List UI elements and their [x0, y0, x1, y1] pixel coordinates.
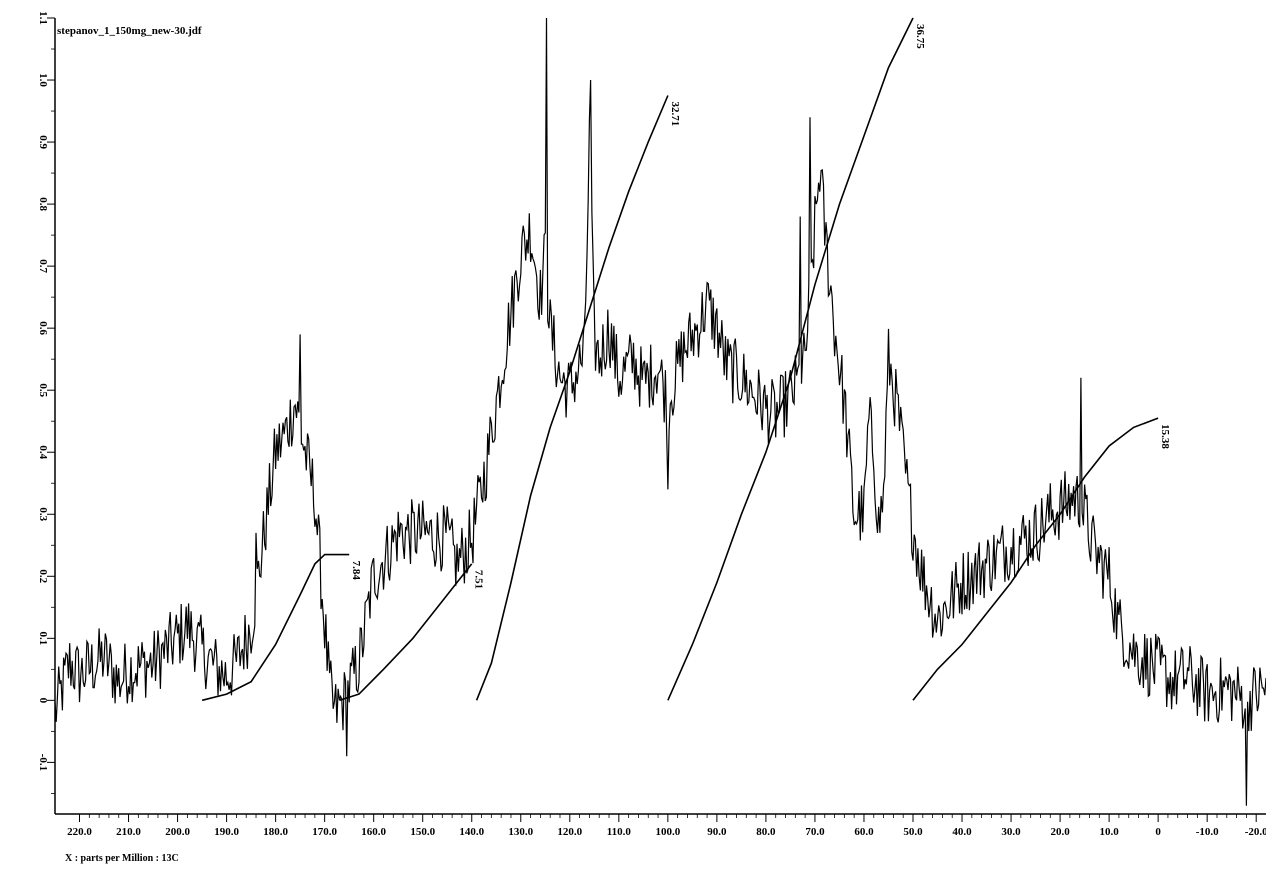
- x-tick-label: 150.0: [410, 826, 435, 838]
- x-axis-ticks: 220.0 210.0 200.0 190.0 180.0 170.0 160.0 150.0…: [67, 814, 1266, 838]
- y-tick-label: -0.1: [37, 754, 49, 771]
- y-axis-ticks: -0.1 0 0.1 0.2 0.3 0.4 0.5 0.6 0.7 0.8 0.9 1.0 1.1: [37, 11, 55, 794]
- y-tick-label: 0.2: [37, 569, 49, 583]
- y-tick-label: 1.0: [37, 73, 49, 87]
- integral-curve: [339, 563, 473, 702]
- x-tick-label: 180.0: [263, 826, 288, 838]
- x-tick-label: 20.0: [1050, 826, 1070, 838]
- integral-curve: [667, 17, 914, 701]
- x-tick-label: 110.0: [607, 826, 632, 838]
- x-tick-label: 160.0: [361, 826, 386, 838]
- x-tick-label: 130.0: [508, 826, 533, 838]
- y-tick-label: 0.6: [37, 321, 49, 335]
- x-tick-label: 210.0: [116, 826, 141, 838]
- integral-label: 7.51: [473, 570, 485, 589]
- integral-label: 7.84: [350, 561, 362, 581]
- x-tick-label: 60.0: [854, 826, 874, 838]
- x-tick-label: 0: [1155, 826, 1161, 838]
- x-tick-label: -10.0: [1196, 826, 1219, 838]
- x-tick-label: 100.0: [655, 826, 680, 838]
- integral-curve: [912, 417, 1159, 701]
- x-tick-label: 120.0: [557, 826, 582, 838]
- x-tick-label: 200.0: [165, 826, 190, 838]
- integral-label: 32.71: [669, 102, 681, 127]
- x-tick-label: -20.0: [1245, 826, 1266, 838]
- integral-curve: [475, 95, 669, 701]
- y-tick-label: 0.9: [37, 135, 49, 149]
- y-tick-label: 0.3: [37, 507, 49, 521]
- spectrum-line: [54, 17, 1266, 806]
- y-tick-label: 0.8: [37, 197, 49, 211]
- x-tick-label: 90.0: [707, 826, 727, 838]
- x-axis-label: X : parts per Million : 13C: [65, 853, 179, 864]
- x-tick-label: 140.0: [459, 826, 484, 838]
- y-tick-label: 1.1: [37, 11, 49, 25]
- chart-title: stepanov_1_150mg_new-30.jdf: [57, 25, 202, 37]
- integral-curves: 7.84 7.51 32.71 36.75 15.38: [201, 17, 1171, 702]
- y-tick-label: 0.4: [37, 445, 49, 459]
- x-tick-label: 80.0: [756, 826, 776, 838]
- x-tick-label: 40.0: [952, 826, 972, 838]
- x-tick-label: 70.0: [805, 826, 825, 838]
- x-tick-label: 10.0: [1099, 826, 1119, 838]
- x-tick-label: 170.0: [312, 826, 337, 838]
- y-tick-label: 0.1: [37, 631, 49, 645]
- y-tick-label: 0.5: [37, 383, 49, 397]
- x-tick-label: 190.0: [214, 826, 239, 838]
- axes: [54, 18, 1266, 815]
- integral-label: 15.38: [1159, 424, 1171, 449]
- integral-curve: [201, 553, 350, 702]
- y-tick-label: 0: [37, 698, 49, 704]
- x-tick-label: 50.0: [903, 826, 923, 838]
- x-tick-label: 30.0: [1001, 826, 1021, 838]
- y-tick-label: 0.7: [37, 259, 49, 273]
- x-tick-label: 220.0: [67, 826, 92, 838]
- integral-label: 36.75: [914, 24, 926, 49]
